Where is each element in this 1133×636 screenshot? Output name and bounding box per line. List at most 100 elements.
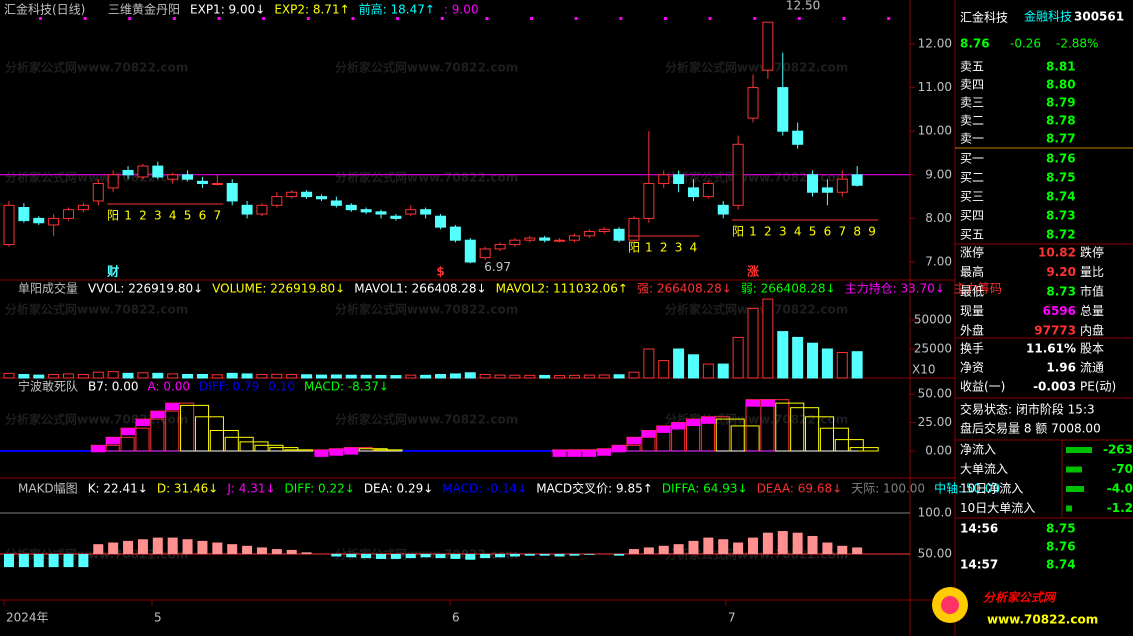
candle-body (226, 183, 238, 202)
volume-bar (211, 374, 223, 379)
stat-label: 涨停 (960, 245, 984, 260)
osc-top (314, 449, 329, 457)
kd-bar (197, 540, 208, 554)
volume-bar (330, 374, 342, 379)
legend-item: : 9.00 (444, 3, 479, 17)
osc-top (329, 448, 344, 456)
kd-bar (614, 554, 625, 556)
kd-bar (822, 542, 833, 554)
volume-bar (63, 373, 75, 379)
candle-body (167, 174, 179, 180)
volume-bar (315, 374, 327, 379)
volume-bar (777, 331, 789, 379)
count-label: 1 (645, 241, 653, 255)
legend-item: DEA: 0.29↓ (364, 482, 433, 496)
stat-label: 内盘 (1080, 323, 1104, 338)
stat-value: 8.73 (1046, 285, 1076, 299)
candle-body (717, 204, 729, 215)
stat-value: 9.20 (1046, 265, 1076, 279)
candle-body (420, 209, 432, 215)
kd-bar (569, 554, 580, 556)
volume-bar (717, 363, 729, 379)
osc-bar (194, 416, 224, 452)
bid-label: 买五 (960, 228, 984, 242)
volume-bar (851, 351, 863, 379)
watermark: 分析家公式网www.70822.com (335, 60, 518, 75)
signal: $ (436, 265, 444, 279)
flow-value: -1.2 (1107, 501, 1133, 515)
watermark: 分析家公式网www.70822.com (665, 60, 848, 75)
y-tick-label: 100.0 (918, 506, 952, 520)
count-label: 3 (154, 209, 162, 223)
ask-label: 卖二 (960, 114, 984, 128)
stat-value: 10.82 (1038, 246, 1076, 260)
y-tick-label: 25000 (914, 342, 952, 356)
trade-time: 14:56 (960, 522, 998, 536)
kd-bar (673, 544, 684, 554)
legend-item: DIFF: 0.22↓ (285, 482, 355, 496)
osc-top (656, 425, 671, 433)
osc-top (582, 449, 597, 457)
volume-bar (821, 348, 833, 379)
candle-body (77, 204, 89, 211)
candle-body (658, 174, 670, 185)
osc-bar (730, 425, 760, 452)
stat-label: 量比 (1080, 265, 1104, 279)
panel-title: 宁波敢死队 (18, 379, 78, 394)
ask-price: 8.77 (1046, 132, 1076, 146)
dot (485, 17, 489, 20)
flow-label: 净流入 (960, 443, 996, 457)
volume-bar (613, 374, 625, 379)
osc-top (597, 448, 612, 456)
candle-body (524, 237, 536, 241)
dot (753, 17, 757, 20)
legend-item: VVOL: 226919.80↓ (88, 282, 203, 296)
flow-value: -70 (1111, 462, 1133, 476)
candle-body (583, 230, 595, 237)
count-label: 阳 (732, 225, 744, 239)
stat-label: 最低 (960, 285, 984, 299)
volume-bar (375, 374, 387, 379)
legend-item: B7: 0.00 (88, 380, 138, 394)
ask-label: 卖四 (960, 78, 984, 92)
volume-bar (583, 374, 595, 379)
flow-label: 10日大单流入 (960, 501, 1035, 515)
kd-bar (539, 554, 550, 556)
bid-price: 8.72 (1046, 228, 1076, 242)
stat-label: 收益(一) (960, 380, 1005, 394)
dot (708, 17, 712, 20)
kd-bar (137, 539, 148, 554)
count-label: 5 (184, 209, 192, 223)
osc-top (760, 399, 775, 407)
dot (842, 17, 846, 20)
kd-bar (807, 535, 818, 554)
osc-bar (209, 429, 239, 452)
volume-bar (762, 298, 774, 379)
ask-label: 卖三 (960, 96, 984, 110)
count-label: 8 (853, 225, 861, 239)
kd-bar (643, 547, 654, 554)
stock-title: 汇金科技(日线) (4, 2, 85, 17)
osc-top (746, 399, 760, 407)
kd-bar (450, 554, 461, 559)
volume-bar (3, 372, 15, 379)
kd-bar (18, 554, 29, 568)
stat-label: 流通 (1080, 361, 1104, 375)
candle-body (792, 130, 804, 145)
osc-bar (180, 404, 210, 452)
watermark: 分析家公式网www.70822.com (5, 302, 188, 317)
candle-body (628, 217, 640, 241)
candle-body (464, 239, 476, 263)
kd-bar (658, 545, 669, 554)
osc-bar (775, 402, 805, 452)
dot (262, 17, 266, 20)
count-label: 1 (749, 225, 757, 239)
candle-body (539, 237, 551, 241)
stock-code: 300561 (1074, 10, 1124, 24)
stat-value: -0.003 (1033, 380, 1076, 394)
candle-body (241, 204, 253, 215)
flow-bar (1066, 486, 1084, 492)
volume-bar (33, 374, 45, 379)
dot (663, 17, 667, 20)
legend-item: A: 0.00 (147, 380, 190, 394)
